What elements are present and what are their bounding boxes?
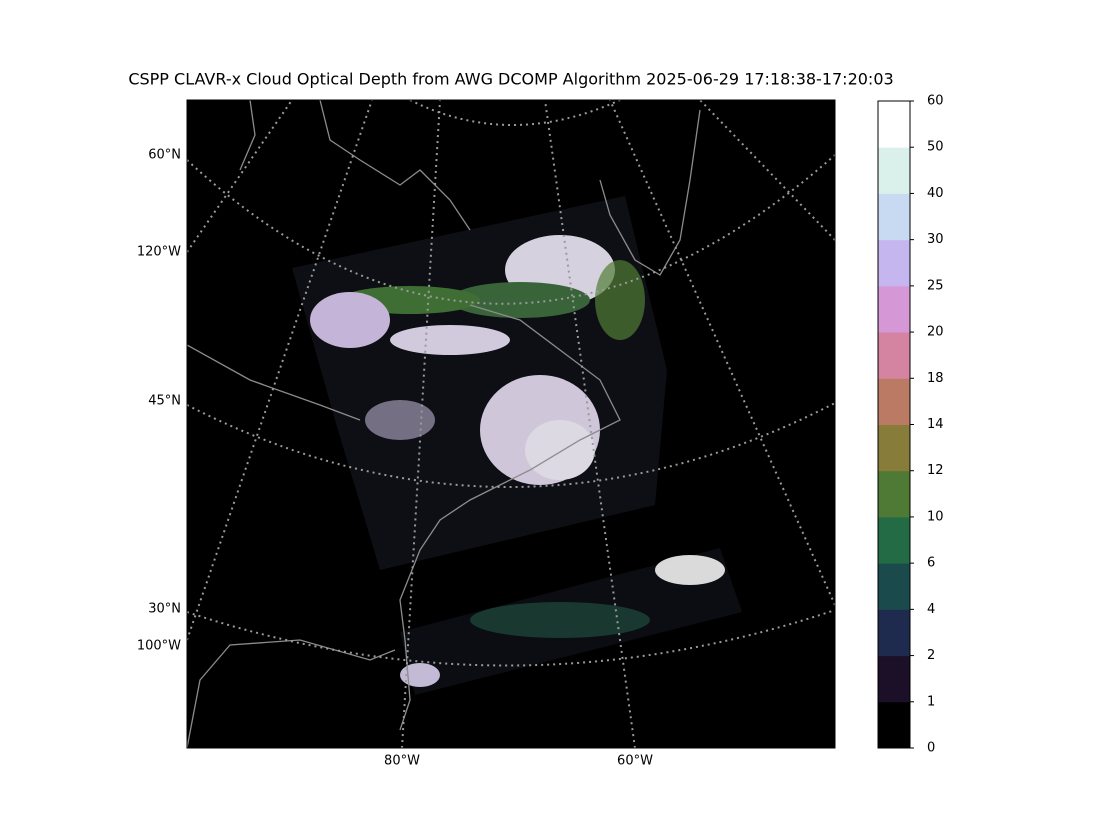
colorbar-band <box>878 516 910 564</box>
graticule <box>401 100 441 748</box>
colorbar-band <box>878 424 910 472</box>
colorbar-band <box>878 332 910 379</box>
coastline <box>187 100 701 748</box>
colorbar-band <box>878 563 910 610</box>
lon-label: 120°W <box>137 245 181 260</box>
map-content <box>187 100 835 748</box>
lat-label: 45°N <box>148 394 181 409</box>
colorbar-tick-label: 40 <box>927 186 944 201</box>
graticule <box>187 609 835 667</box>
colorbar-tick-label: 60 <box>927 94 944 109</box>
colorbar-band <box>878 655 910 703</box>
colorbar-tick-label: 4 <box>927 602 935 617</box>
colorbar-tick-label: 25 <box>927 278 944 293</box>
graticule <box>609 100 835 606</box>
colorbar-band <box>878 101 910 148</box>
colorbar-tick-label: 1 <box>927 694 935 709</box>
graticule <box>699 100 835 241</box>
colorbar-band <box>878 701 910 749</box>
colorbar-tick-label: 12 <box>927 463 944 478</box>
graticule <box>187 100 293 253</box>
lon-label: 100°W <box>137 639 181 654</box>
colorbar-tick-label: 6 <box>927 556 935 571</box>
colorbar-band <box>878 470 910 518</box>
lon-label: 60°W <box>617 754 653 769</box>
graticule <box>544 100 636 748</box>
graticule <box>187 100 373 641</box>
colorbar-tick-label: 2 <box>927 648 935 663</box>
lon-label: 80°W <box>384 754 420 769</box>
colorbar-tick-label: 50 <box>927 140 944 155</box>
colorbar-tick-label: 10 <box>927 509 944 524</box>
colorbar-tick-label: 30 <box>927 232 944 247</box>
cloud-field <box>310 235 725 687</box>
colorbar-band <box>878 378 910 425</box>
map-frame <box>186 99 836 749</box>
colorbar-band <box>878 239 910 287</box>
colorbar-band <box>878 147 910 194</box>
colorbar-tick-label: 18 <box>927 371 944 386</box>
lat-label: 60°N <box>148 148 181 163</box>
colorbar-tick-label: 20 <box>927 325 944 340</box>
colorbar-band <box>878 193 910 241</box>
title: CSPP CLAVR-x Cloud Optical Depth from AW… <box>128 70 893 89</box>
graticule <box>187 154 835 305</box>
lat-label: 30°N <box>148 602 181 617</box>
colorbar-band <box>878 285 910 333</box>
colorbar-band <box>878 609 910 657</box>
colorbar-tick-label: 14 <box>927 417 944 432</box>
graticule <box>187 402 835 488</box>
colorbar-tick-label: 0 <box>927 741 935 756</box>
